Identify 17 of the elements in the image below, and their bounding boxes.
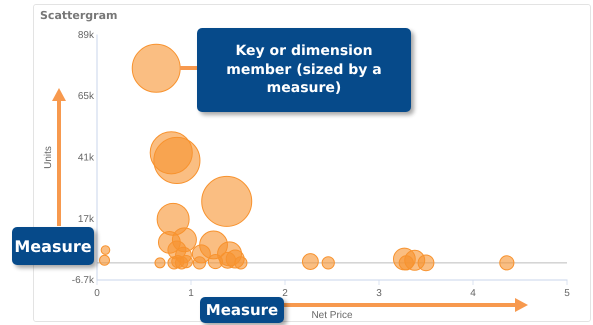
x-tick-label: 2 <box>282 288 288 299</box>
y-tick-label: 89k <box>78 30 95 41</box>
callout-box: Measure <box>12 227 94 265</box>
x-tick-label: 3 <box>376 288 382 299</box>
x-tick-label: 1 <box>188 288 194 299</box>
y-tick-label: 17k <box>78 214 95 226</box>
x-tick-label: 0 <box>94 288 100 299</box>
callout-box: Measure <box>200 297 284 323</box>
y-tick-label: -6.7k <box>72 274 95 286</box>
x-axis-title: Net Price <box>311 310 353 321</box>
y-tick-label: 65k <box>78 91 95 102</box>
x-tick-label: 4 <box>470 288 476 299</box>
chart-title: Scattergram <box>40 9 118 22</box>
y-tick-label: 41k <box>78 152 95 164</box>
y-axis-title: Units <box>42 146 54 169</box>
x-tick-label: 5 <box>564 288 570 299</box>
callout-box: Key or dimension member (sized by a measure) <box>197 28 411 112</box>
